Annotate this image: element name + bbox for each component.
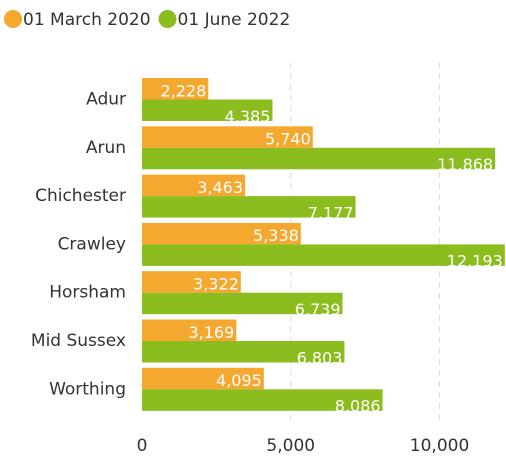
bar xyxy=(142,78,209,100)
value-label: 2,228 xyxy=(160,81,206,100)
bar xyxy=(142,244,505,266)
bar xyxy=(142,222,301,245)
value-label: 5,338 xyxy=(253,226,299,245)
y-tick-label: Worthing xyxy=(49,379,126,399)
legend-marker xyxy=(4,10,22,28)
value-label: 3,322 xyxy=(193,274,239,293)
value-label: 3,169 xyxy=(188,323,234,342)
bar xyxy=(142,341,345,363)
value-label: 8,086 xyxy=(335,397,381,416)
x-tick-label: 0 xyxy=(137,436,148,456)
y-tick-label: Chichester xyxy=(35,186,126,206)
legend-label: 01 March 2020 xyxy=(23,10,151,30)
y-tick-label: Arun xyxy=(86,138,126,158)
value-label: 3,463 xyxy=(197,178,243,197)
bar xyxy=(142,126,313,148)
bar xyxy=(142,174,246,197)
value-label: 4,095 xyxy=(216,371,262,390)
value-label: 6,803 xyxy=(297,348,343,367)
legend-marker xyxy=(158,10,177,28)
x-tick-label: 5,000 xyxy=(266,436,315,456)
value-label: 5,740 xyxy=(265,130,311,149)
x-tick-label: 10,000 xyxy=(410,436,469,456)
bar xyxy=(142,319,237,341)
value-label: 11,868 xyxy=(437,155,493,174)
value-label: 6,739 xyxy=(295,300,341,319)
y-tick-label: Adur xyxy=(86,90,126,110)
legend-label: 01 June 2022 xyxy=(178,10,291,30)
bar xyxy=(142,147,496,170)
bar xyxy=(142,367,264,390)
y-tick-label: Horsham xyxy=(49,283,126,303)
bar xyxy=(142,292,343,315)
bar xyxy=(142,99,273,121)
y-tick-label: Mid Sussex xyxy=(31,331,126,351)
bar xyxy=(142,271,241,293)
bar xyxy=(142,389,383,411)
value-label: 7,177 xyxy=(308,203,354,222)
value-label: 12,193 xyxy=(447,252,503,271)
y-tick-label: Crawley xyxy=(58,234,126,254)
value-label: 4,385 xyxy=(225,107,271,126)
bar xyxy=(142,196,356,218)
